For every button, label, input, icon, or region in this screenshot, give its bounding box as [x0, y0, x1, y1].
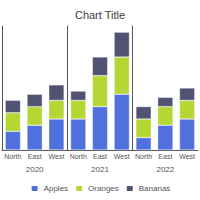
- svg-text:East: East: [93, 153, 107, 160]
- svg-text:2020: 2020: [26, 165, 44, 174]
- svg-text:West: West: [49, 153, 65, 160]
- svg-text:North: North: [4, 153, 21, 160]
- svg-text:West: West: [114, 153, 130, 160]
- svg-text:East: East: [158, 153, 172, 160]
- svg-text:2021: 2021: [91, 165, 109, 174]
- svg-text:West: West: [179, 153, 195, 160]
- svg-text:North: North: [70, 153, 87, 160]
- svg-text:2022: 2022: [156, 165, 174, 174]
- svg-text:Bananas: Bananas: [139, 184, 171, 193]
- svg-text:North: North: [135, 153, 152, 160]
- svg-text:Chart Title: Chart Title: [75, 9, 125, 21]
- svg-text:Apples: Apples: [44, 184, 68, 193]
- svg-text:Oranges: Oranges: [88, 184, 119, 193]
- svg-text:East: East: [28, 153, 42, 160]
